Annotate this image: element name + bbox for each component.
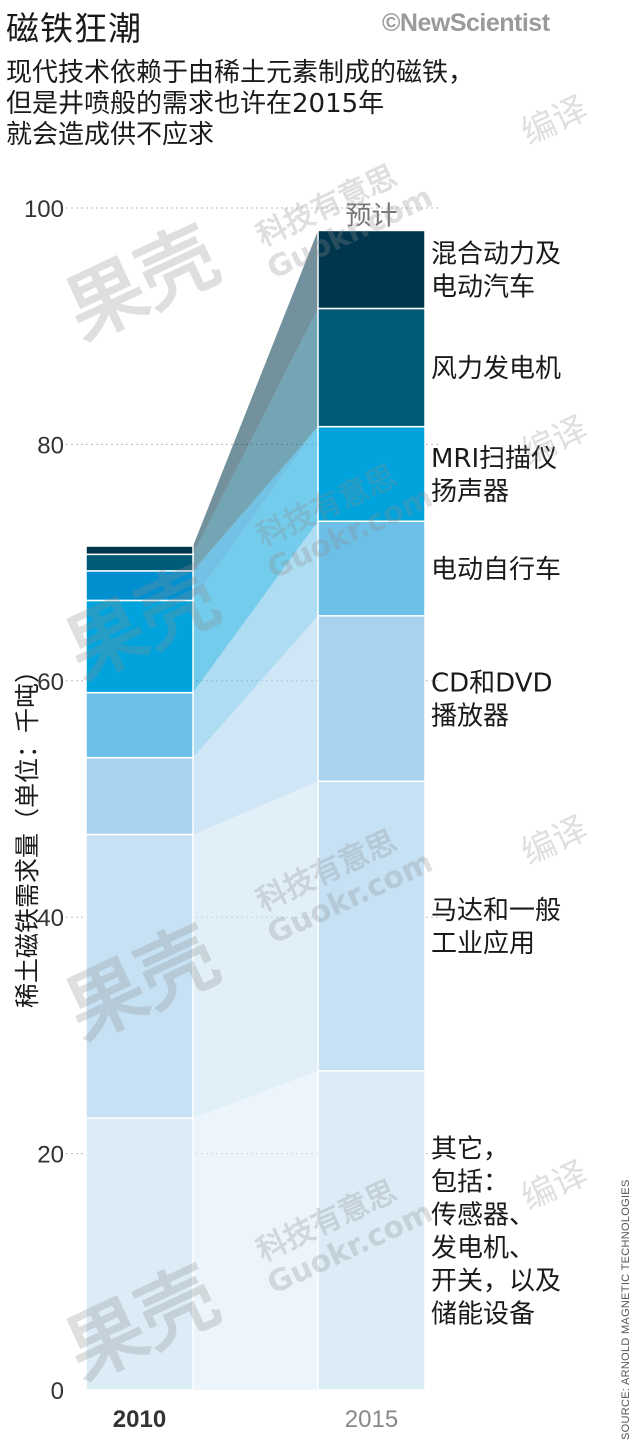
connector-band bbox=[193, 1070, 318, 1390]
bar-segment bbox=[317, 229, 426, 310]
bar-segment bbox=[317, 520, 426, 617]
chart-title: 磁铁狂潮 bbox=[6, 9, 142, 48]
connector-band bbox=[193, 426, 318, 693]
bar-segment bbox=[317, 1070, 426, 1391]
connector-band bbox=[193, 426, 318, 601]
legend-label: CD和DVD 播放器 bbox=[431, 669, 553, 732]
y-axis-label: 稀土磁铁需求量（单位：千吨） bbox=[13, 657, 42, 1008]
x-tick-label: 2010 bbox=[113, 1406, 166, 1433]
x-tick-label: 2015 bbox=[345, 1406, 398, 1433]
projection-label: 预计 bbox=[345, 201, 397, 231]
bar-segment bbox=[85, 570, 194, 602]
connector-band bbox=[193, 230, 318, 555]
bar-segment bbox=[85, 1117, 194, 1391]
bar-segment bbox=[85, 599, 194, 694]
connector-band bbox=[193, 615, 318, 835]
y-tick-label: 40 bbox=[37, 905, 64, 932]
newscientist-logo: ©NewScientist bbox=[382, 9, 550, 37]
y-tick-label: 100 bbox=[24, 196, 64, 223]
legend-label: 风力发电机 bbox=[431, 354, 561, 384]
bar-segment bbox=[85, 756, 194, 836]
y-tick-label: 80 bbox=[37, 432, 64, 459]
y-tick-label: 60 bbox=[37, 669, 64, 696]
legend-label: 电动自行车 bbox=[431, 555, 561, 585]
bar-segment bbox=[317, 780, 426, 1072]
y-tick-label: 0 bbox=[51, 1378, 64, 1405]
source-credit: SOURCE: ARNOLD MAGNETIC TECHNOLOGIES bbox=[620, 1179, 632, 1440]
bar-segment bbox=[317, 307, 426, 428]
legend-label: 混合动力及电动汽车 bbox=[431, 239, 561, 302]
y-tick-label: 20 bbox=[37, 1142, 64, 1169]
bar-segment bbox=[85, 691, 194, 759]
chart-subtitle: 现代技术依赖于由稀土元素制成的磁铁， 但是井喷般的需求也许在2015年 就会造成供不… bbox=[6, 58, 475, 150]
connector-band bbox=[193, 521, 318, 758]
legend-label: 其它，包括：传感器、发电机、开关，以及储能设备 bbox=[431, 1134, 561, 1329]
bar-segment bbox=[317, 425, 426, 522]
bar-segment bbox=[85, 545, 194, 556]
bar-segment bbox=[85, 553, 194, 572]
bar-segment bbox=[85, 833, 194, 1119]
connector-band bbox=[193, 781, 318, 1119]
legend-label: MRI扫描仪扬声器 bbox=[431, 444, 557, 507]
connector-band bbox=[193, 308, 318, 571]
legend-label: 马达和一般工业应用 bbox=[431, 896, 561, 959]
bar-segment bbox=[317, 615, 426, 783]
